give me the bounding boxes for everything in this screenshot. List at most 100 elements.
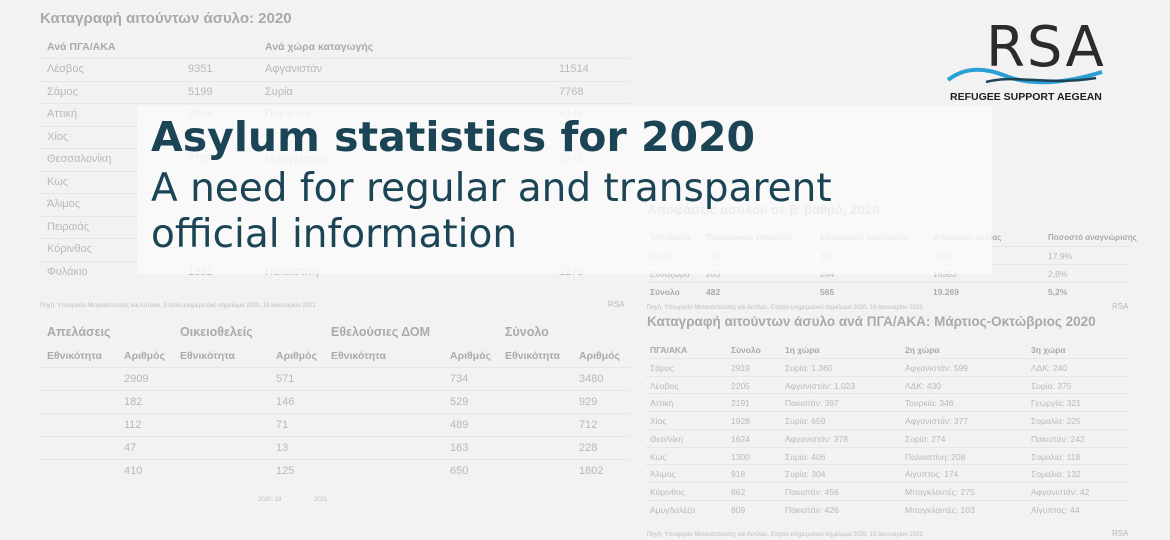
table-cell: 204 — [820, 269, 835, 279]
table-cell: Συρία: 659 — [785, 416, 826, 427]
footer-fragment: 2021 — [314, 497, 328, 503]
column-header: Αριθμός — [124, 350, 165, 362]
table-cell: Γεωργία: 321 — [1031, 398, 1081, 409]
table-cell: 112 — [124, 419, 142, 431]
table-cell: 7768 — [559, 85, 584, 98]
row-separator — [645, 375, 1130, 377]
table-cell: 2191 — [731, 398, 750, 409]
table-cell: ΛΔΚ: 240 — [1031, 363, 1067, 373]
table-cell: Αφγανιστάν — [265, 63, 323, 75]
table-cell: 228 — [579, 442, 598, 454]
table-cell: 2,8% — [1048, 269, 1068, 279]
column-header: Ανά χώρα καταγωγής — [265, 41, 374, 53]
main-title: Asylum statistics for 2020 — [151, 113, 756, 161]
rsa-mark: RSA — [1112, 302, 1129, 311]
table-cell: Ενδοχώρα — [650, 269, 690, 279]
table-cell: 565 — [820, 287, 835, 297]
table-cell: Αττική — [650, 398, 674, 409]
column-header: 3η χώρα — [1031, 345, 1066, 355]
row-separator — [40, 459, 630, 460]
table-cell: 529 — [450, 396, 469, 408]
table-cell: Αφγανιστάν: 42 — [1031, 486, 1090, 497]
table-cell: 489 — [450, 419, 469, 431]
table-cell: 1928 — [731, 416, 750, 427]
table-cell: 929 — [579, 396, 598, 408]
table-cell: Πειραιάς — [47, 220, 90, 233]
rsa-mark: RSA — [1112, 529, 1129, 538]
row-separator — [40, 103, 630, 104]
table-cell: 146 — [276, 396, 295, 408]
table-cell: 263 — [706, 269, 721, 279]
row-separator — [40, 80, 630, 82]
table-cell: 2205 — [731, 380, 750, 391]
table-cell: Τουρκία: 346 — [905, 398, 954, 409]
row-separator — [40, 367, 630, 368]
table-cell: Αίγυπτος: 44 — [1031, 504, 1080, 515]
subtitle-line: official information — [151, 212, 518, 257]
logo-wave — [946, 67, 1103, 85]
table-cell: Συρία: 1.360 — [785, 363, 833, 373]
column-header: Εθνικότητα — [180, 350, 236, 362]
table-cell: Σύνολο — [650, 287, 680, 297]
table-cell: Μπαγκλαντές: 103 — [905, 504, 975, 515]
row-separator — [645, 428, 1130, 430]
row-separator — [645, 464, 1130, 466]
table-cell: 2909 — [124, 373, 149, 385]
row-separator — [40, 58, 630, 59]
table-cell: Αφγανιστάν: 599 — [905, 363, 969, 373]
table-cell: Χίος — [47, 130, 69, 143]
column-header: ΠΓΑ/ΑΚΑ — [650, 345, 688, 355]
column-header: Ποσοστό αναγνώρισης — [1048, 233, 1137, 242]
table-cell: Θεσσαλονίκη — [47, 153, 112, 165]
row-separator — [40, 413, 630, 414]
table-cell: Σομαλία: 225 — [1031, 416, 1081, 427]
table-cell: Συρία: 304 — [785, 469, 826, 480]
row-separator — [645, 411, 1130, 413]
table-cell: 2919 — [731, 363, 750, 373]
row-separator — [40, 390, 630, 391]
table-cell: Αττική — [47, 108, 78, 120]
table-title: Καταγραφή αιτούντων άσυλο ανά ΠΓΑ/ΑΚΑ: Μ… — [647, 314, 1096, 329]
table-cell: Σομαλία: 118 — [1031, 451, 1081, 462]
group-header: Οικειοθελείς — [180, 325, 253, 339]
table-cell: Κως — [47, 175, 69, 188]
group-header: Σύνολο — [505, 325, 549, 339]
table-cell: 9351 — [188, 63, 213, 75]
table-cell: Σάμος — [47, 85, 78, 98]
source-note: Πηγή: Υπουργείο Μετανάστευσης και Ασύλου… — [647, 532, 923, 538]
table-cell: ΛΔΚ: 430 — [905, 380, 941, 391]
table-cell: 47 — [124, 442, 137, 454]
logo-name: RSA — [986, 15, 1106, 80]
column-header: Εθνικότητα — [331, 350, 387, 362]
table-title: Καταγραφή αιτούντων άσυλο: 2020 — [40, 10, 292, 27]
table-cell: Άλιμος — [47, 198, 81, 210]
table-cell: Συρία: 375 — [1031, 380, 1072, 391]
table-cell: 5,2% — [1048, 287, 1068, 297]
table-cell: 809 — [731, 504, 746, 515]
table-cell: Μπαγκλαντές: 275 — [905, 486, 975, 497]
row-separator — [645, 358, 1130, 359]
group-header: Εθελούσιες ΔΟΜ — [331, 325, 430, 339]
table-cell: 182 — [124, 396, 143, 408]
table-cell: Κως — [650, 451, 667, 462]
source-note: Πηγή: Υπουργείο Μετανάστευσης και Ασύλου… — [647, 305, 923, 311]
table-cell: 17,9% — [1048, 251, 1073, 261]
table-cell: Αμυγδαλέζα — [650, 504, 696, 515]
column-header: Εθνικότητα — [505, 350, 561, 362]
source-note: Πηγή: Υπουργείο Μετανάστευσης και Ασύλου… — [40, 303, 316, 309]
column-header: 1η χώρα — [785, 345, 820, 355]
table-cell: Κόρινθος — [650, 486, 685, 497]
column-header: Εθνικότητα — [47, 350, 103, 362]
table-cell: 3480 — [579, 373, 604, 385]
wave-dark — [985, 76, 1097, 84]
table-cell: 13 — [276, 442, 289, 454]
title-panel — [137, 106, 992, 274]
table-cell: 712 — [579, 419, 598, 431]
table-cell: 71 — [276, 419, 289, 431]
table-cell: 125 — [276, 465, 295, 477]
table-cell: Σομαλία: 132 — [1031, 469, 1081, 480]
table-cell: Παλαιστίνη: 208 — [905, 451, 966, 462]
table-cell: Θεσ/νίκη — [650, 433, 684, 444]
row-separator — [645, 282, 1130, 283]
